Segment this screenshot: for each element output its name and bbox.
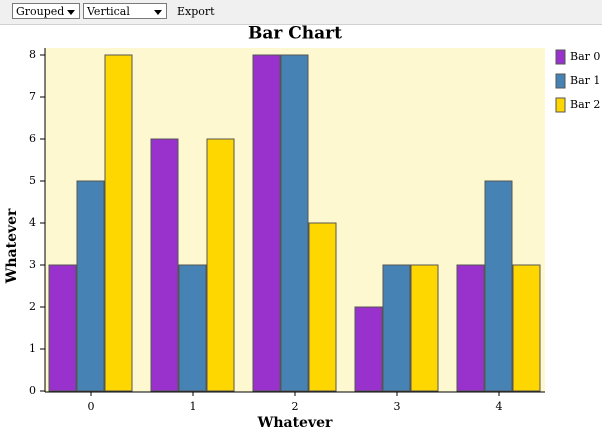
export-button[interactable]: Export [177,5,215,18]
orientation-text: Vertical [87,5,130,18]
y-tick-label: 4 [29,216,36,229]
bar [178,264,207,392]
x-tick-label: 3 [394,400,401,413]
x-tick-label: 2 [292,400,299,413]
y-tick-label: 7 [29,90,36,103]
bar [206,138,235,392]
x-tick-label: 4 [496,400,503,413]
bar [280,54,309,392]
legend-label: Bar 1 [570,74,600,87]
legend-swatch [555,97,566,113]
bar [76,180,105,392]
y-tick-label: 3 [29,258,36,271]
bar [48,264,77,392]
orientation-select[interactable]: Vertical [83,3,167,19]
bar [308,222,337,392]
chart-title: Bar Chart [248,24,342,44]
y-tick-label: 0 [29,384,36,397]
bar [252,54,281,392]
y-axis-label: Whatever [4,208,20,284]
legend-label: Bar 2 [570,98,600,111]
bar [354,306,383,392]
chart: Bar Chart Whatever Whatever 0 1 2 3 4 5 6 7 8 0 1 2… [4,24,600,431]
toolbar: Grouped Vertical Export [0,0,602,25]
mode-text: Grouped [16,5,65,18]
y-tick-label: 2 [29,300,36,313]
legend-label: Bar 0 [570,50,600,63]
bar [150,138,179,392]
bar [382,264,411,392]
bar [104,54,133,392]
y-tick-label: 5 [29,174,36,187]
legend-swatch [555,49,566,65]
bar [512,264,541,392]
y-tick-label: 6 [29,132,36,145]
mode-select[interactable]: Grouped [12,3,80,19]
legend-swatch [555,73,566,89]
y-tick-label: 1 [29,342,36,355]
bar [410,264,439,392]
x-tick-label: 1 [190,400,197,413]
x-tick-label: 0 [88,400,95,413]
bar [456,264,485,392]
bar [484,180,513,392]
x-axis-label: Whatever [257,415,333,431]
y-tick-label: 8 [29,48,36,61]
